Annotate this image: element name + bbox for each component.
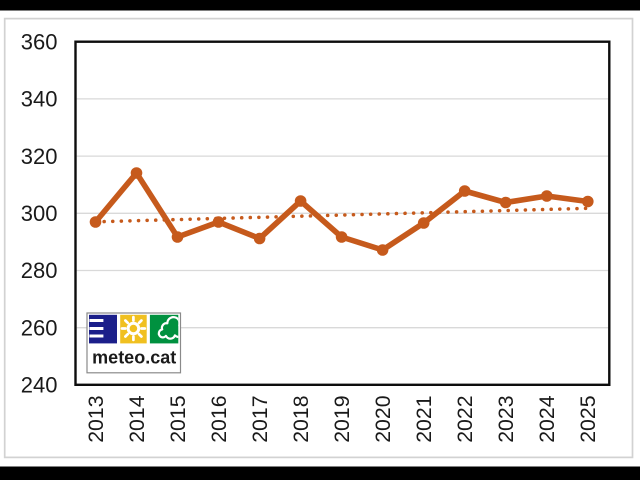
svg-text:2017: 2017: [248, 395, 272, 442]
svg-text:2014: 2014: [125, 395, 149, 443]
svg-text:2019: 2019: [330, 395, 354, 442]
svg-text:280: 280: [21, 258, 58, 283]
svg-text:2013: 2013: [84, 395, 108, 442]
svg-text:2024: 2024: [535, 395, 559, 443]
svg-text:260: 260: [21, 315, 58, 340]
svg-text:2018: 2018: [289, 395, 313, 442]
svg-text:2022: 2022: [453, 395, 477, 442]
svg-text:360: 360: [21, 29, 58, 54]
svg-text:240: 240: [21, 373, 58, 398]
svg-text:2023: 2023: [494, 395, 518, 442]
svg-text:2020: 2020: [371, 395, 395, 443]
svg-text:300: 300: [21, 201, 58, 226]
svg-text:meteo.cat: meteo.cat: [92, 348, 176, 368]
svg-text:320: 320: [21, 144, 58, 169]
svg-text:2016: 2016: [207, 395, 231, 442]
svg-text:2025: 2025: [576, 395, 600, 442]
svg-text:2015: 2015: [166, 395, 190, 442]
svg-text:340: 340: [21, 87, 58, 112]
svg-text:2021: 2021: [412, 395, 436, 442]
